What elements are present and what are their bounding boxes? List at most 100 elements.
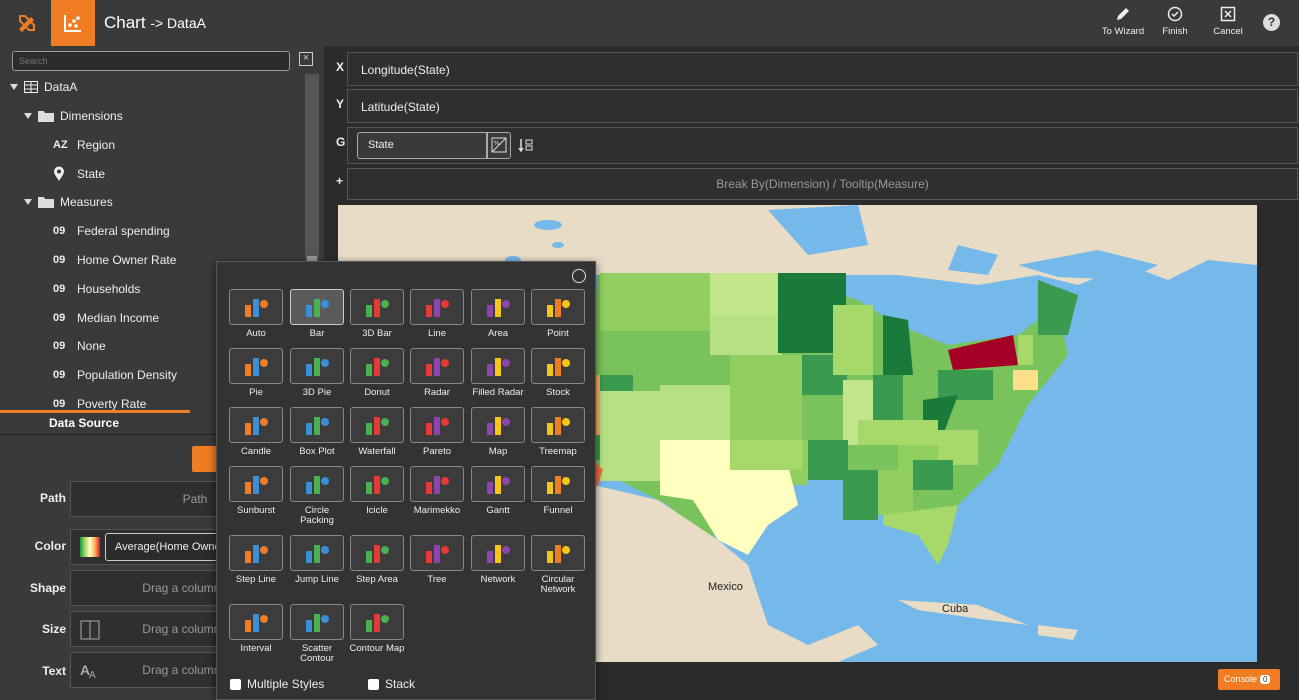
chart-type-donut[interactable]: Donut xyxy=(349,348,405,398)
sort-icon[interactable] xyxy=(518,137,534,153)
tree-item-measure[interactable]: 09 Poverty Rate xyxy=(53,395,146,413)
folder-icon xyxy=(38,197,54,208)
chart-type-waterfall[interactable]: Waterfall xyxy=(349,407,405,457)
breakby-dropzone[interactable]: Break By(Dimension) / Tooltip(Measure) xyxy=(347,168,1298,200)
tree-icon xyxy=(410,535,464,571)
tree-measures-folder[interactable]: Measures xyxy=(24,193,113,211)
tree-root[interactable]: DataA xyxy=(10,78,77,96)
caret-down-icon[interactable] xyxy=(24,199,32,205)
chart-type-label: 3D Pie xyxy=(302,387,332,398)
radar-icon xyxy=(410,348,464,384)
page-title: Chart -> DataA xyxy=(104,13,206,33)
chart-type-tree[interactable]: Tree xyxy=(409,535,465,585)
tree-item-measure[interactable]: 09 Home Owner Rate xyxy=(53,251,176,269)
chart-type-label: Point xyxy=(547,328,569,339)
chart-type-3d-pie[interactable]: 3D Pie xyxy=(289,348,345,398)
area-icon xyxy=(471,289,525,325)
circle-packing-icon xyxy=(290,466,344,502)
tree-item-label: Households xyxy=(77,282,141,296)
chart-type-auto[interactable]: Auto xyxy=(228,289,284,339)
confirm-check-icon[interactable] xyxy=(572,269,586,283)
chart-type-radar[interactable]: Radar xyxy=(409,348,465,398)
chart-type-area[interactable]: Area xyxy=(470,289,526,339)
chart-type-candle[interactable]: Candle xyxy=(228,407,284,457)
chart-type-box-plot[interactable]: Box Plot xyxy=(289,407,345,457)
chart-type-icicle[interactable]: Icicle xyxy=(349,466,405,516)
shape-label: Shape xyxy=(29,581,66,595)
chart-type-step-area[interactable]: Step Area xyxy=(349,535,405,585)
chart-type-line[interactable]: Line xyxy=(409,289,465,339)
chart-type-gantt[interactable]: Gantt xyxy=(470,466,526,516)
console-button[interactable]: Console 0 xyxy=(1218,669,1280,690)
chart-type-label: Box Plot xyxy=(299,446,335,457)
chart-type-interval[interactable]: Interval xyxy=(228,604,284,654)
chart-type-label: Circular Network xyxy=(540,574,576,595)
chart-type-pie[interactable]: Pie xyxy=(228,348,284,398)
clear-search-icon[interactable]: × xyxy=(299,52,313,66)
chart-type-pareto[interactable]: Pareto xyxy=(409,407,465,457)
tree-item-measure[interactable]: 09 Median Income xyxy=(53,309,159,327)
chart-type-step-line[interactable]: Step Line xyxy=(228,535,284,585)
chart-type-label: Network xyxy=(480,574,516,585)
measures-label: Measures xyxy=(60,195,113,209)
map-type-button[interactable] xyxy=(192,446,220,472)
chart-type-marimekko[interactable]: Marimekko xyxy=(409,466,465,516)
stack-checkbox[interactable]: Stack xyxy=(368,677,415,691)
chart-type-funnel[interactable]: Funnel xyxy=(530,466,586,516)
chart-type-point[interactable]: Point xyxy=(530,289,586,339)
chart-type-network[interactable]: Network xyxy=(470,535,526,585)
close-box-icon xyxy=(1220,6,1236,22)
chart-type-contour-map[interactable]: Contour Map xyxy=(349,604,405,654)
chart-type-filled-radar[interactable]: Filled Radar xyxy=(470,348,526,398)
finish-button[interactable]: Finish xyxy=(1150,6,1200,37)
chart-type-jump-line[interactable]: Jump Line xyxy=(289,535,345,585)
title-main: Chart xyxy=(104,13,146,32)
checkbox-box[interactable] xyxy=(368,678,379,690)
chart-type-circle-packing[interactable]: Circle Packing xyxy=(289,466,345,526)
to-wizard-label: To Wizard xyxy=(1101,26,1145,37)
text-label: Text xyxy=(42,664,66,678)
caret-down-icon[interactable] xyxy=(24,113,32,119)
chart-editor-icon[interactable] xyxy=(51,0,95,46)
tree-dimensions-folder[interactable]: Dimensions xyxy=(24,107,123,125)
sunburst-icon xyxy=(229,466,283,502)
g-binding-chip[interactable]: State xyxy=(357,132,487,159)
check-circle-icon xyxy=(1167,6,1183,22)
checkbox-box[interactable] xyxy=(230,678,241,690)
tab-data-source[interactable]: Data Source xyxy=(49,416,120,430)
y-binding-label: Y xyxy=(336,97,345,111)
tree-item-region[interactable]: AZ Region xyxy=(53,136,115,154)
cancel-label: Cancel xyxy=(1213,26,1243,37)
chart-type-map[interactable]: Map xyxy=(470,407,526,457)
chart-type-label: Pareto xyxy=(423,446,451,457)
tree-item-measure[interactable]: 09 Households xyxy=(53,280,140,298)
tree-item-measure[interactable]: 09 Population Density xyxy=(53,366,177,384)
tree-item-label: Region xyxy=(77,138,116,152)
console-label: Console xyxy=(1224,674,1258,684)
color-gradient-icon[interactable] xyxy=(80,537,100,557)
chart-type-label: Funnel xyxy=(543,505,573,516)
tree-item-state[interactable]: State xyxy=(53,165,105,183)
chart-type-circular-network[interactable]: Circular Network xyxy=(530,535,586,595)
search-input[interactable] xyxy=(12,51,290,71)
tree-item-measure[interactable]: 09 None xyxy=(53,337,106,355)
chart-type-sunburst[interactable]: Sunburst xyxy=(228,466,284,516)
cancel-button[interactable]: Cancel xyxy=(1203,6,1253,37)
tree-item-label: Federal spending xyxy=(77,224,170,238)
app-logo-icon[interactable] xyxy=(5,0,49,46)
map-label-mexico: Mexico xyxy=(708,581,743,593)
to-wizard-button[interactable]: To Wizard xyxy=(1098,6,1148,37)
chart-type-treemap[interactable]: Treemap xyxy=(530,407,586,457)
tree-item-measure[interactable]: 09 Federal spending xyxy=(53,222,170,240)
caret-down-icon[interactable] xyxy=(10,84,18,90)
multiple-styles-checkbox[interactable]: Multiple Styles xyxy=(230,677,324,691)
help-icon[interactable]: ? xyxy=(1263,14,1280,31)
format-icon[interactable]: % xyxy=(487,132,511,159)
y-binding-field[interactable]: Latitude(State) xyxy=(347,89,1298,123)
candle-icon xyxy=(229,407,283,443)
chart-type-stock[interactable]: Stock xyxy=(530,348,586,398)
chart-type-bar[interactable]: Bar xyxy=(289,289,345,339)
x-binding-field[interactable]: Longitude(State) xyxy=(347,52,1298,86)
chart-type-scatter-contour[interactable]: Scatter Contour xyxy=(289,604,345,664)
chart-type-3d-bar[interactable]: 3D Bar xyxy=(349,289,405,339)
